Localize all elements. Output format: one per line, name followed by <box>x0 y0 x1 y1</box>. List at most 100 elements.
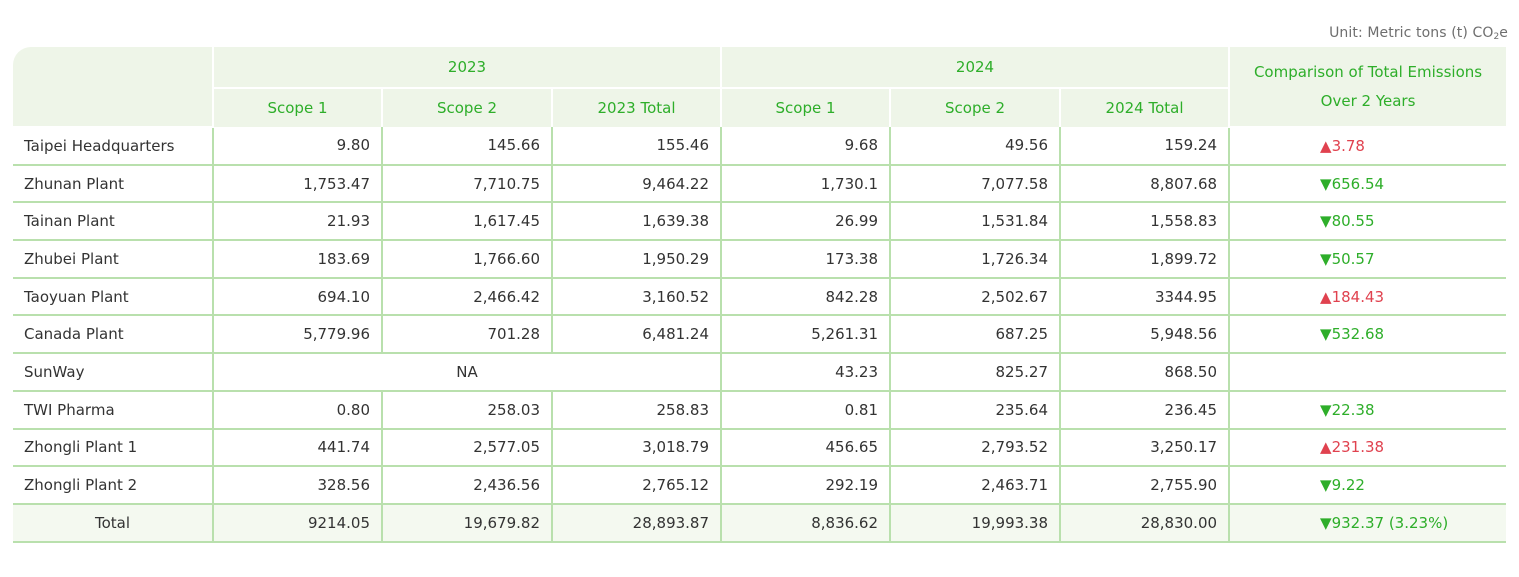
corner-header <box>13 47 213 128</box>
scope1-2024-header: Scope 1 <box>720 88 891 127</box>
cell-s2-2024: 19,993.38 <box>889 503 1061 543</box>
cell-t-2023: 1,639.38 <box>550 202 722 242</box>
cell-t-2024: 159.24 <box>1059 127 1230 166</box>
table-row: SunWay NA 43.23 825.27 868.50 <box>13 353 1507 392</box>
cell-s1-2024: 0.81 <box>720 390 891 430</box>
cell-t-2024: 8,807.68 <box>1059 164 1230 204</box>
comparison-cell: ▲184.43 <box>1228 277 1507 317</box>
row-label: Total <box>13 503 213 543</box>
scope2-2024-header: Scope 2 <box>889 88 1061 127</box>
cell-s1-2024: 26.99 <box>720 202 891 242</box>
cell-s2-2023: 7,710.75 <box>381 164 552 204</box>
cell-s2-2024: 1,531.84 <box>889 202 1061 242</box>
row-label: Zhunan Plant <box>13 164 213 204</box>
row-label: Zhongli Plant 2 <box>13 466 213 505</box>
cell-t-2024: 1,899.72 <box>1059 240 1230 279</box>
cell-s2-2023: 1,766.60 <box>381 240 552 279</box>
cell-s1-2024: 456.65 <box>720 428 891 468</box>
comparison-cell: ▲3.78 <box>1228 127 1507 166</box>
cell-t-2023: 3,018.79 <box>550 428 722 468</box>
table-body: Taipei Headquarters 9.80 145.66 155.46 9.68 4… <box>13 127 1507 543</box>
cell-s2-2024: 2,463.71 <box>889 466 1061 505</box>
cell-s1-2024: 173.38 <box>720 240 891 279</box>
cell-s1-2024: 1,730.1 <box>720 164 891 204</box>
cell-s2-2024: 7,077.58 <box>889 164 1061 204</box>
emissions-table: 2023 2024 Comparison of Total Emissions … <box>13 47 1507 543</box>
cell-t-2023: 2,765.12 <box>550 466 722 505</box>
cell-t-2024: 868.50 <box>1059 353 1230 392</box>
comparison-header: Comparison of Total Emissions Over 2 Yea… <box>1228 47 1507 128</box>
cell-s1-2023: 9214.05 <box>212 503 382 543</box>
year-2023-header: 2023 <box>211 47 722 89</box>
not-available-2023: NA <box>211 353 722 392</box>
cell-t-2024: 28,830.00 <box>1059 503 1230 543</box>
row-label: Zhongli Plant 1 <box>13 428 213 468</box>
cell-s1-2024: 5,261.31 <box>720 315 891 355</box>
cell-t-2024: 5,948.56 <box>1059 315 1230 355</box>
cell-s1-2024: 8,836.62 <box>720 503 891 543</box>
cell-s2-2023: 19,679.82 <box>381 503 552 543</box>
comparison-cell: ▼80.55 <box>1228 202 1507 242</box>
cell-s2-2023: 701.28 <box>381 315 552 355</box>
table-row: TWI Pharma 0.80 258.03 258.83 0.81 235.64 236.… <box>13 390 1507 430</box>
cell-s1-2023: 21.93 <box>212 202 382 242</box>
cell-s2-2023: 2,436.56 <box>381 466 552 505</box>
cell-t-2024: 3344.95 <box>1059 277 1230 317</box>
cell-t-2023: 28,893.87 <box>550 503 722 543</box>
comparison-cell: ▼50.57 <box>1228 240 1507 279</box>
cell-t-2023: 155.46 <box>550 127 722 166</box>
row-label: SunWay <box>13 353 213 392</box>
comparison-cell: ▲231.38 <box>1228 428 1507 468</box>
cell-s2-2023: 1,617.45 <box>381 202 552 242</box>
scope2-2023-header: Scope 2 <box>381 88 552 127</box>
cell-s2-2024: 1,726.34 <box>889 240 1061 279</box>
cell-s1-2024: 43.23 <box>720 353 891 392</box>
table-row: Taipei Headquarters 9.80 145.66 155.46 9.68 4… <box>13 127 1507 166</box>
cell-s2-2023: 2,577.05 <box>381 428 552 468</box>
total-2023-header: 2023 Total <box>550 88 722 127</box>
cell-s2-2023: 145.66 <box>381 127 552 166</box>
cell-s2-2024: 687.25 <box>889 315 1061 355</box>
comparison-cell: ▼9.22 <box>1228 466 1507 505</box>
cell-t-2024: 2,755.90 <box>1059 466 1230 505</box>
cell-s1-2023: 1,753.47 <box>212 164 382 204</box>
cell-s2-2024: 825.27 <box>889 353 1061 392</box>
row-label: Taipei Headquarters <box>13 127 213 166</box>
cell-s2-2024: 2,502.67 <box>889 277 1061 317</box>
comparison-cell <box>1228 353 1507 392</box>
year-2024-header: 2024 <box>720 47 1230 89</box>
cell-s1-2023: 5,779.96 <box>212 315 382 355</box>
row-label: Taoyuan Plant <box>13 277 213 317</box>
cell-s2-2023: 2,466.42 <box>381 277 552 317</box>
table-row: Canada Plant 5,779.96 701.28 6,481.24 5,261.… <box>13 315 1507 355</box>
cell-s1-2023: 0.80 <box>212 390 382 430</box>
total-2024-header: 2024 Total <box>1059 88 1230 127</box>
cell-s1-2024: 9.68 <box>720 127 891 166</box>
cell-t-2023: 1,950.29 <box>550 240 722 279</box>
cell-s2-2023: 258.03 <box>381 390 552 430</box>
table-row: Zhunan Plant 1,753.47 7,710.75 9,464.22 1,73… <box>13 164 1507 204</box>
comparison-cell: ▼932.37 (3.23%) <box>1228 503 1507 543</box>
row-label: Canada Plant <box>13 315 213 355</box>
comparison-cell: ▼656.54 <box>1228 164 1507 204</box>
cell-s1-2023: 694.10 <box>212 277 382 317</box>
table-row: Zhongli Plant 1 441.74 2,577.05 3,018.79 456… <box>13 428 1507 468</box>
cell-s1-2024: 842.28 <box>720 277 891 317</box>
comparison-cell: ▼532.68 <box>1228 315 1507 355</box>
table-row: Zhongli Plant 2 328.56 2,436.56 2,765.12 292… <box>13 466 1507 505</box>
table-row: Taoyuan Plant 694.10 2,466.42 3,160.52 842.2… <box>13 277 1507 317</box>
cell-t-2024: 236.45 <box>1059 390 1230 430</box>
cell-t-2024: 3,250.17 <box>1059 428 1230 468</box>
cell-t-2024: 1,558.83 <box>1059 202 1230 242</box>
cell-s1-2023: 183.69 <box>212 240 382 279</box>
scope1-2023-header: Scope 1 <box>212 88 382 127</box>
cell-s2-2024: 235.64 <box>889 390 1061 430</box>
cell-t-2023: 6,481.24 <box>550 315 722 355</box>
table-row: Zhubei Plant 183.69 1,766.60 1,950.29 173.38… <box>13 240 1507 279</box>
row-label: TWI Pharma <box>13 390 213 430</box>
row-label: Zhubei Plant <box>13 240 213 279</box>
cell-s2-2024: 2,793.52 <box>889 428 1061 468</box>
total-row: Total 9214.05 19,679.82 28,893.87 8,836.62 19… <box>13 503 1507 543</box>
unit-label: Unit: Metric tons (t) CO2e <box>1329 25 1508 42</box>
cell-t-2023: 9,464.22 <box>550 164 722 204</box>
